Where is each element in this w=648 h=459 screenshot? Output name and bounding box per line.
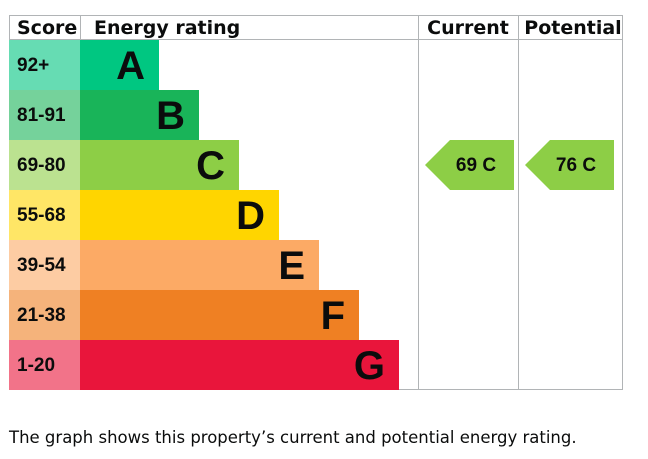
band-letter-a: A xyxy=(116,44,145,88)
score-label-b: 81-91 xyxy=(17,105,66,126)
band-bar-f xyxy=(80,290,359,340)
header-potential: Potential xyxy=(524,17,621,39)
band-letter-g: G xyxy=(354,344,385,388)
band-letter-f: F xyxy=(321,294,345,338)
band-bar-g xyxy=(80,340,399,390)
current-rating-label: 69 C xyxy=(456,155,496,176)
score-cell-d xyxy=(9,190,80,240)
score-cell-e xyxy=(9,240,80,290)
score-label-f: 21-38 xyxy=(17,305,66,326)
current-rating-arrow xyxy=(425,140,514,190)
band-letter-c: C xyxy=(196,144,225,188)
score-cell-c xyxy=(9,140,80,190)
band-bar-c xyxy=(80,140,239,190)
band-bar-b xyxy=(80,90,199,140)
band-bar-d xyxy=(80,190,279,240)
band-letter-b: B xyxy=(156,94,185,138)
score-label-g: 1-20 xyxy=(17,355,55,376)
energy-rating-chart: Score Energy rating Current Potential 92… xyxy=(9,15,623,390)
potential-rating-label: 76 C xyxy=(556,155,596,176)
chart-caption: The graph shows this property’s current … xyxy=(9,428,577,447)
score-cell-f xyxy=(9,290,80,340)
score-label-d: 55-68 xyxy=(17,205,66,226)
band-letter-e: E xyxy=(278,244,305,288)
score-cell-b xyxy=(9,90,80,140)
score-label-a: 92+ xyxy=(17,55,49,76)
band-bar-e xyxy=(80,240,319,290)
header-current: Current xyxy=(427,17,509,39)
band-letter-d: D xyxy=(236,194,265,238)
score-cell-a xyxy=(9,40,80,90)
header-energy-rating: Energy rating xyxy=(94,17,240,39)
potential-rating-arrow xyxy=(525,140,614,190)
band-bar-a xyxy=(80,40,159,90)
header-score: Score xyxy=(17,17,77,39)
score-label-e: 39-54 xyxy=(17,255,66,276)
rating-bands: 92+ A 81-91 B 69-80 C 55-68 D 39-54 E 21-38 F 1-20 G xyxy=(9,40,399,390)
score-label-c: 69-80 xyxy=(17,155,66,176)
rating-indicators: 69 C 76 C xyxy=(425,140,614,190)
score-cell-g xyxy=(9,340,80,390)
